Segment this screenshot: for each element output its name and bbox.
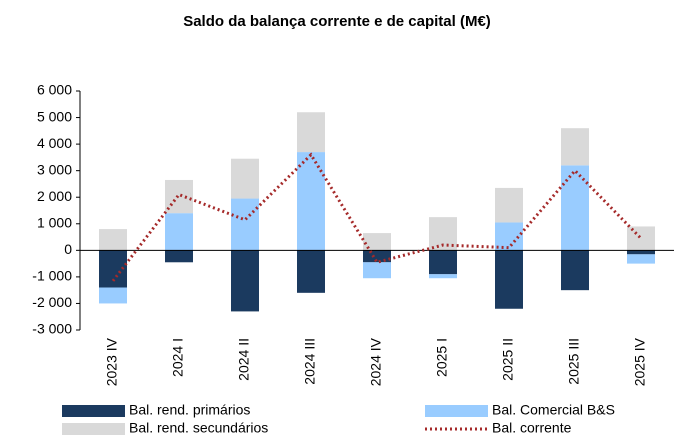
y-tick-label: 6 000 bbox=[37, 82, 72, 98]
x-tick-label: 2024 III bbox=[302, 338, 318, 385]
chart-title: Saldo da balança corrente e de capital (… bbox=[183, 13, 491, 30]
bar bbox=[297, 250, 325, 293]
x-tick-label: 2024 II bbox=[236, 338, 252, 381]
bar bbox=[231, 158, 259, 199]
y-tick-label: 2 000 bbox=[37, 188, 72, 204]
bar bbox=[429, 274, 457, 279]
x-tick-label: 2025 III bbox=[566, 338, 582, 385]
bar bbox=[165, 213, 193, 251]
legend-label: Bal. Comercial B&S bbox=[492, 402, 615, 418]
bar bbox=[429, 250, 457, 275]
legend-label: Bal. corrente bbox=[492, 420, 572, 436]
legend-swatch bbox=[425, 405, 488, 417]
legend-swatch bbox=[62, 423, 125, 435]
line-series bbox=[111, 152, 643, 282]
bar bbox=[561, 128, 589, 166]
bar bbox=[627, 250, 655, 255]
y-tick-label: -1 000 bbox=[32, 268, 72, 284]
bar bbox=[363, 250, 391, 263]
y-tick-label: 1 000 bbox=[37, 214, 72, 230]
legend-swatch bbox=[62, 405, 125, 417]
y-tick-label: -3 000 bbox=[32, 321, 72, 337]
x-tick-label: 2023 IV bbox=[104, 337, 120, 386]
bar bbox=[561, 165, 589, 251]
x-tick-label: 2025 IV bbox=[632, 337, 648, 386]
y-tick-label: 3 000 bbox=[37, 161, 72, 177]
bar bbox=[495, 187, 523, 223]
bar bbox=[297, 152, 325, 251]
bar bbox=[297, 112, 325, 153]
x-tick-label: 2024 IV bbox=[368, 337, 384, 386]
bar bbox=[231, 198, 259, 251]
bar bbox=[165, 250, 193, 263]
y-tick-label: -2 000 bbox=[32, 294, 72, 310]
bar bbox=[627, 226, 655, 251]
bar bbox=[165, 179, 193, 214]
bar bbox=[495, 250, 523, 309]
bar bbox=[99, 287, 127, 304]
x-tick-label: 2025 I bbox=[434, 338, 450, 377]
y-tick-label: 4 000 bbox=[37, 135, 72, 151]
bar bbox=[627, 254, 655, 264]
bar bbox=[231, 250, 259, 312]
bar bbox=[363, 262, 391, 279]
bar bbox=[561, 250, 589, 291]
bar bbox=[99, 229, 127, 251]
legend-label: Bal. rend. primários bbox=[129, 402, 250, 418]
bar bbox=[495, 222, 523, 251]
x-tick-label: 2025 II bbox=[500, 338, 516, 381]
y-tick-label: 0 bbox=[64, 241, 72, 257]
legend-label: Bal. rend. secundários bbox=[129, 420, 268, 436]
y-tick-label: 5 000 bbox=[37, 108, 72, 124]
bar bbox=[363, 233, 391, 251]
x-tick-label: 2024 I bbox=[170, 338, 186, 377]
